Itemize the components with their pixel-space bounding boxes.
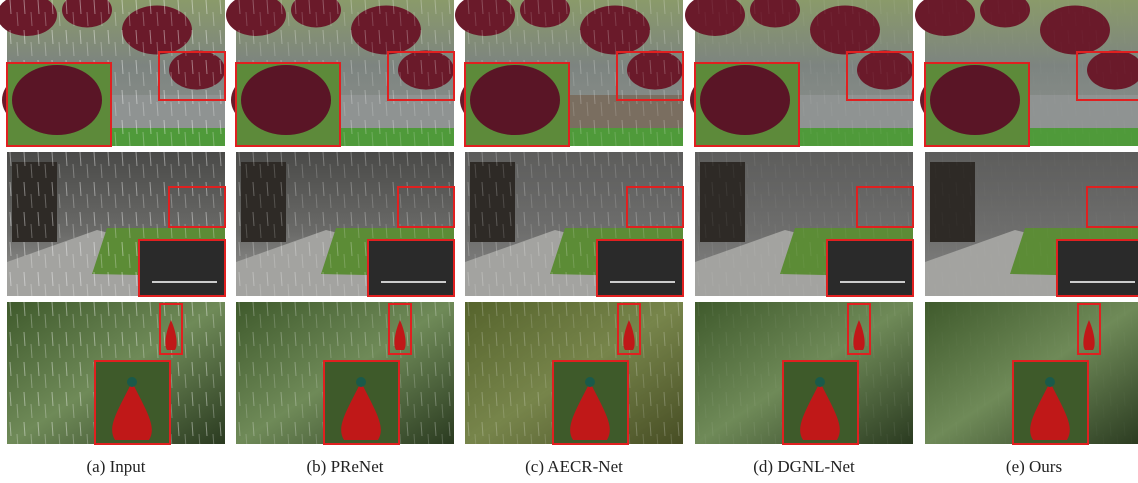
caption: (c) AECR-Net — [525, 457, 623, 476]
page: (a) Input (b) PReNet (c) AECR-Net (d) DGNL-… — [0, 0, 1138, 483]
inset-leaves — [241, 65, 331, 135]
inset-cap — [585, 377, 595, 387]
inset-cap — [815, 377, 825, 387]
image-leaves — [0, 0, 225, 146]
inset-leaves — [930, 65, 1020, 135]
caption: (a) Input — [86, 457, 145, 476]
caption: (b) PReNet — [307, 457, 384, 476]
image-garden — [465, 302, 683, 444]
image-yard — [7, 152, 225, 296]
inset — [368, 240, 454, 296]
image-garden — [236, 302, 454, 444]
inset-leaves — [470, 65, 560, 135]
inset-leaves — [12, 65, 102, 135]
caption: (e) Ours — [1006, 457, 1062, 476]
inset — [1057, 240, 1138, 296]
image-garden — [695, 302, 913, 444]
image-yard — [465, 152, 683, 296]
figure: (a) Input (b) PReNet (c) AECR-Net (d) DGNL-… — [0, 0, 1138, 483]
image-yard — [695, 152, 913, 296]
inset-cap — [356, 377, 366, 387]
image-leaves — [226, 0, 454, 146]
inset — [139, 240, 225, 296]
image-garden — [925, 302, 1138, 444]
inset-cap — [1045, 377, 1055, 387]
image-yard — [925, 152, 1138, 296]
inset — [597, 240, 683, 296]
inset-leaves — [700, 65, 790, 135]
image-leaves — [455, 0, 683, 146]
image-garden — [7, 302, 225, 444]
inset — [827, 240, 913, 296]
image-leaves — [915, 0, 1138, 146]
image-yard — [236, 152, 454, 296]
image-leaves — [685, 0, 913, 146]
inset-cap — [127, 377, 137, 387]
caption: (d) DGNL-Net — [753, 457, 855, 476]
